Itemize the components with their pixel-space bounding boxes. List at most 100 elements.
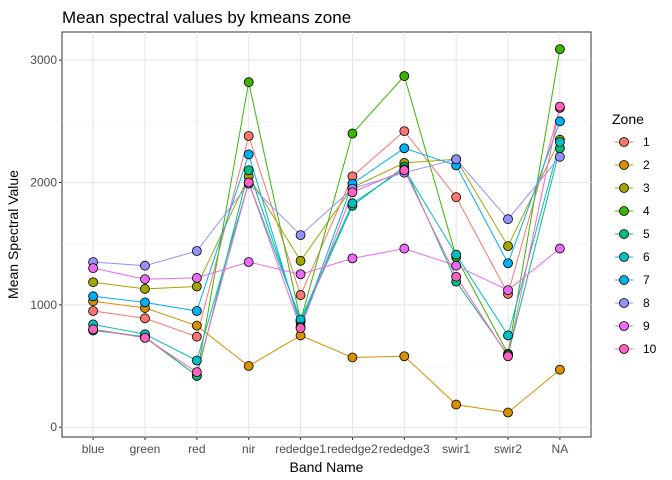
legend-label: 9 [643,319,650,333]
y-tick-label: 1000 [30,298,57,312]
data-point-zone-1 [451,192,462,203]
data-point-zone-8 [295,230,306,241]
data-point-zone-7 [140,297,150,308]
y-tick-label: 0 [50,420,57,434]
data-point-zone-8 [191,246,202,256]
series-line-zone-9 [92,248,561,291]
data-point-zone-6 [347,198,358,209]
data-point-zone-2 [243,361,254,371]
x-axis: blue green red nir rededge1 rededge2 rededge3 s… [82,437,568,456]
legend-key-point [619,344,629,354]
legend-key-point [619,183,629,193]
data-point-zone-10 [191,367,202,378]
series-line-zone-2 [93,300,561,414]
legend-label: 2 [643,158,650,172]
x-tick-label: green [130,442,161,456]
data-point-zone-9 [140,274,150,285]
data-point-zone-1 [88,306,99,316]
data-point-zone-1 [243,131,254,141]
legend-label: 8 [643,296,650,310]
legend-key-point [619,137,629,147]
data-point-zone-1 [191,331,202,342]
x-tick-label: rededge1 [275,442,326,456]
legend-title: Zone [612,111,644,127]
x-tick-label: swir2 [494,442,522,456]
data-point-zone-2 [347,352,358,363]
series-points [88,44,565,418]
x-tick-label: blue [82,442,105,456]
data-point-zone-1 [399,126,410,137]
x-tick-label: NA [552,442,569,456]
legend-label: 7 [643,273,650,287]
data-point-zone-10 [399,165,410,176]
data-point-zone-8 [503,214,513,225]
y-axis: 0 1000 2000 3000 [30,53,62,434]
data-point-zone-9 [451,260,462,271]
data-point-zone-10 [295,323,306,334]
data-point-zone-7 [399,143,410,154]
legend-label: 3 [643,181,650,195]
data-point-zone-6 [554,137,565,148]
data-point-zone-10 [554,101,565,112]
data-point-zone-2 [451,399,462,410]
y-tick-label: 3000 [30,53,57,67]
data-point-zone-3 [191,281,202,292]
data-point-zone-6 [191,355,202,366]
data-point-zone-3 [503,241,513,252]
data-point-zone-10 [140,332,150,343]
legend-label: 4 [643,204,650,218]
series-line-zone-7 [93,121,561,329]
data-point-zone-9 [191,273,202,283]
series-line-zone-8 [93,156,561,267]
legend-key-point [619,160,629,170]
data-point-zone-10 [503,351,513,362]
data-point-zone-2 [399,351,410,362]
legend-key-point [619,252,629,262]
data-point-zone-6 [503,330,513,341]
data-point-zone-4 [399,71,410,81]
series-line-zone-10 [93,106,561,373]
data-point-zone-4 [554,44,565,55]
x-tick-label: rededge2 [327,442,378,456]
data-point-zone-8 [554,151,565,162]
data-point-zone-10 [88,324,99,335]
legend-key-point [619,275,629,285]
data-point-zone-3 [295,255,306,266]
data-point-zone-10 [243,177,254,188]
data-point-zone-9 [399,243,410,254]
data-point-zone-3 [140,284,150,294]
legend-key-point [619,206,629,216]
data-point-zone-10 [347,187,358,198]
legend-key-point [619,321,629,331]
legend-key-point [619,229,629,239]
data-point-zone-9 [295,269,306,280]
data-point-zone-8 [451,154,462,165]
x-tick-label: red [188,442,205,456]
data-point-zone-2 [191,320,202,331]
data-point-zone-2 [554,364,565,375]
x-tick-label: nir [242,442,255,456]
data-point-zone-2 [503,407,513,418]
data-point-zone-4 [243,77,254,88]
data-point-zone-4 [347,128,358,139]
data-point-zone-5 [243,165,254,176]
data-point-zone-9 [88,263,99,274]
legend-label: 5 [643,227,650,241]
legend-label: 1 [643,135,650,149]
data-point-zone-7 [503,258,513,269]
data-point-zone-9 [554,243,565,254]
legend: Zone 1 2 3 4 5 6 7 8 9 10 [612,111,657,356]
legend-key-point [619,298,629,308]
legend-label: 6 [643,250,650,264]
data-point-zone-9 [503,285,513,296]
data-point-zone-7 [191,306,202,316]
data-point-zone-7 [554,116,565,127]
y-axis-title: Mean Spectral Value [5,170,21,299]
x-tick-label: rededge3 [379,442,430,456]
data-point-zone-7 [88,291,99,302]
series-lines [92,49,561,414]
x-tick-label: swir1 [442,442,470,456]
data-point-zone-8 [140,260,150,271]
data-point-zone-1 [295,290,306,300]
